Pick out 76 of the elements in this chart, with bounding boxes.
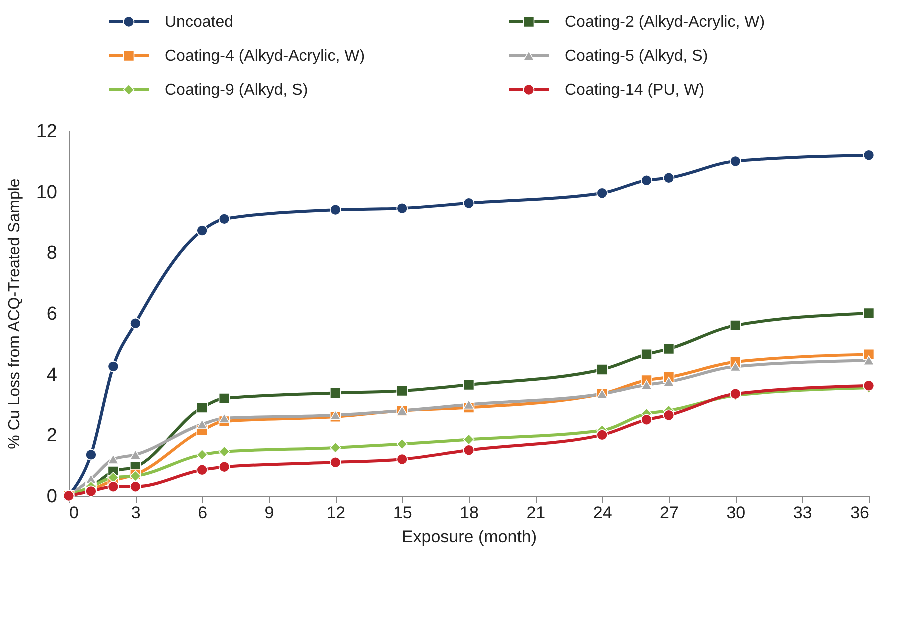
y-tick-label: 12 (36, 122, 58, 142)
point (641, 348, 652, 360)
x-tick-label: 27 (660, 504, 679, 522)
point (130, 481, 142, 493)
point (330, 204, 342, 216)
point (463, 198, 475, 210)
legend-label: Uncoated (165, 14, 234, 31)
point (396, 385, 408, 397)
point (663, 376, 675, 387)
point (596, 364, 608, 376)
point (463, 379, 475, 391)
point (730, 362, 742, 372)
point (863, 150, 875, 161)
point (218, 461, 230, 473)
point (863, 356, 875, 366)
legend-label: Coating-4 (Alkyd-Acrylic, W) (165, 48, 366, 65)
x-tick-label: 36 (850, 504, 870, 522)
point (218, 446, 230, 458)
point (130, 318, 142, 330)
point (330, 456, 342, 468)
point (730, 320, 742, 332)
point (108, 361, 120, 372)
x-tick-label: 30 (726, 504, 746, 522)
y-tick-label: 10 (36, 182, 58, 204)
x-tick-label: 12 (326, 504, 346, 522)
point (196, 449, 208, 461)
x-tick-label: 21 (526, 504, 546, 522)
legend-label: Coating-14 (PU, W) (565, 82, 705, 99)
point (130, 450, 142, 460)
point (641, 174, 652, 186)
point (663, 343, 675, 355)
point (863, 308, 875, 320)
point (396, 438, 408, 450)
point (463, 434, 475, 446)
x-tick-label: 0 (70, 504, 79, 522)
point (463, 400, 475, 410)
y-tick-label: 2 (46, 426, 58, 447)
x-tick-label: 6 (198, 504, 208, 522)
point (596, 430, 608, 441)
point (663, 172, 675, 184)
point (330, 442, 342, 454)
y-tick-label: 0 (46, 486, 58, 508)
point (196, 402, 208, 414)
point (641, 414, 652, 426)
point (196, 464, 208, 476)
x-tick-label: 9 (264, 504, 274, 522)
x-axis-title: Exposure (month) (402, 528, 538, 546)
point (218, 393, 230, 404)
point (396, 202, 408, 214)
legend-label: Coating-2 (Alkyd-Acrylic, W) (565, 14, 766, 31)
point (196, 225, 208, 236)
point (663, 410, 675, 422)
y-axis-title: % Cu Loss from ACQ-Treated Sample (6, 178, 24, 450)
x-tick-label: 18 (460, 504, 479, 522)
point (463, 444, 475, 456)
point (86, 449, 97, 461)
legend-label: Coating-9 (Alkyd, S) (165, 82, 308, 99)
point (730, 156, 742, 168)
point (396, 454, 408, 466)
x-tick-label: 15 (393, 504, 412, 522)
point (596, 188, 608, 199)
point (108, 481, 120, 493)
point (330, 410, 342, 420)
x-tick-label: 24 (593, 504, 612, 522)
legend-label: Coating-5 (Alkyd, S) (565, 48, 708, 65)
point (218, 413, 230, 424)
y-tick-label: 6 (46, 304, 58, 325)
x-tick-label: 33 (793, 504, 812, 522)
y-tick-label: 8 (46, 243, 58, 264)
point (196, 420, 208, 430)
y-tick-label: 4 (46, 364, 58, 386)
point (218, 214, 230, 225)
x-tick-label: 3 (131, 504, 141, 522)
point (108, 454, 120, 464)
point (641, 380, 652, 390)
point (330, 388, 342, 399)
